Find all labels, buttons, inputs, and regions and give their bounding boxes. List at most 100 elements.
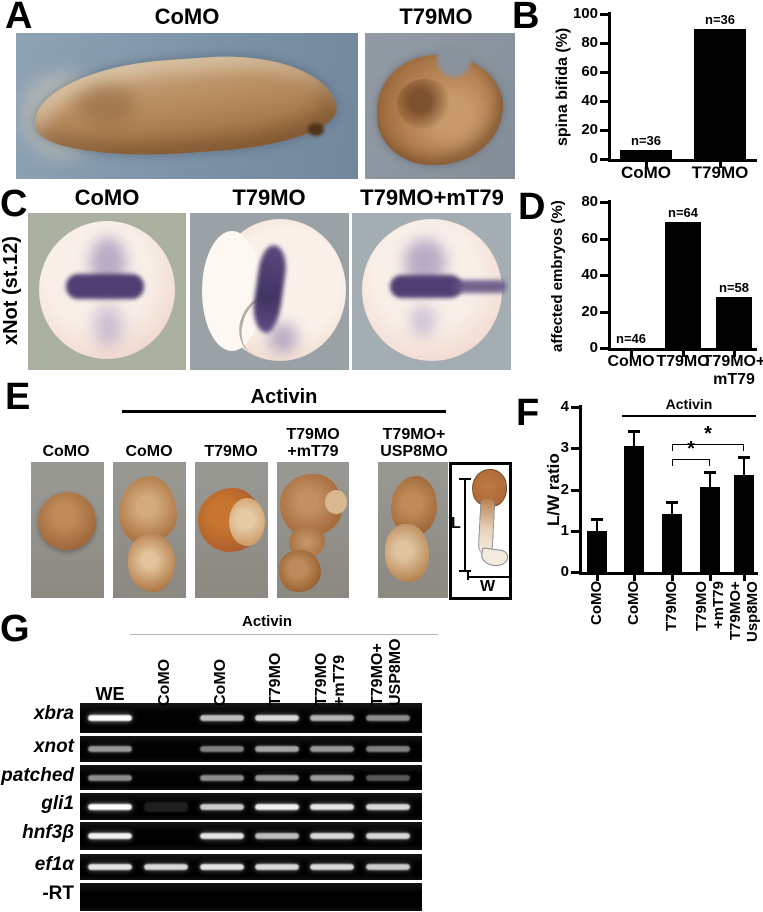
stain-diffuse-lower [268,323,298,353]
panel-c-photo-label: T79MO+mT79 [360,185,504,210]
y-tick-label: 4 [560,398,569,415]
error-bar-cap [704,471,716,475]
gel-band [310,833,354,839]
bar [624,446,644,572]
gel-band [88,833,132,839]
error-bar-cap [666,500,678,504]
error-bar-cap [591,518,603,522]
lane-label: T79MO [267,652,284,706]
treatment-underline-thin [130,634,438,635]
panel-e-photo-label: CoMO [42,443,90,460]
panel-c-side-label: xNot (st.12) [0,236,22,346]
x-tick [632,575,636,581]
n-label: n=46 [616,331,646,346]
panel-g-letter: G [0,608,30,650]
gene-label: gli1 [41,793,74,814]
sig-star: * [687,438,695,460]
y-tick [600,129,608,132]
explant-photo-t79mo [195,462,268,598]
y-tick [571,406,579,409]
bar [665,222,701,348]
gene-label: ef1α [34,854,74,875]
y-tick-label: 0 [560,563,569,580]
panel-e-photo-label: T79MO [204,443,258,460]
bar [700,487,720,572]
gel-band [200,803,244,810]
gel-strip [80,765,422,790]
error-bar-stem [671,501,673,515]
x-tick [708,575,712,581]
panel-e-photo-label: T79MO+ USP8MO [380,426,448,460]
y-tick [571,488,579,492]
sig-bracket [672,459,710,466]
y-axis [579,405,582,575]
y-tick-label: 80 [581,193,598,210]
gel-band [366,774,410,781]
panel-c-letter: C [0,183,28,225]
error-bar-cap [628,429,640,433]
gel-band [88,746,132,752]
panel-e-photo-label: T79MO +mT79 [286,426,340,460]
lane-label: T79MO+ USP8MO [369,638,404,706]
gene-label: xnot [33,736,74,757]
y-tick [600,71,608,74]
y-tick [600,347,608,350]
gel-band [255,833,299,839]
gel-band [200,864,244,870]
panel-e-letter: E [5,376,31,418]
error-bar-stem [633,430,635,447]
gel-band [255,715,299,721]
gel-band [200,833,244,839]
explant-photo-t79mo-mt79 [277,462,349,598]
gel-strip [80,703,422,733]
bar [734,475,754,572]
n-label: n=58 [719,279,749,295]
explant-blob [128,534,175,592]
y-axis-title: L/W ratio [544,453,563,526]
length-measure-line [464,479,466,571]
gel-band [88,803,132,810]
y-tick-label: 2 [560,480,569,498]
x-tick-label: T79MO [691,163,749,182]
y-tick-label: 1 [560,521,569,539]
x-tick-label: T79MO+ Usp8MO [727,581,761,642]
explant-photo-t79mo-usp8mo [378,462,448,598]
x-tick-label: T79MO+ mT79 [702,353,763,388]
embryo-notch [437,41,471,77]
x-tick-label: CoMO [625,581,642,626]
embryo-cleft-lobe [202,231,262,351]
explant-lobe [229,498,265,546]
y-tick-label: 20 [581,121,598,138]
explant-blob [279,550,321,592]
x-axis [608,159,757,162]
y-tick-label: 80 [581,34,598,51]
x-tick [732,351,736,357]
x-axis [608,348,757,351]
length-cap-top [459,478,471,480]
gel-band [144,801,188,812]
gene-label: -RT [42,883,74,904]
y-tick [600,100,608,103]
gel-band [366,833,410,839]
x-tick-label: CoMO [620,163,672,182]
x-tick [742,575,746,581]
x-tick-label: T79MO [656,353,710,370]
error-bar-stem [709,472,711,488]
bar [620,150,672,159]
gel-strip [80,793,422,820]
explant-nub [325,490,347,514]
gel-band [255,803,299,810]
error-bar-cap [738,456,750,460]
error-bar-stem [596,519,598,531]
stain-diffuse-lower [410,305,436,337]
bar [587,530,607,572]
gel-band [88,864,132,870]
treatment-line [622,415,756,417]
y-tick [600,310,608,314]
panel-a-letter: A [5,0,33,37]
n-label: n=64 [668,205,698,221]
y-axis-title: affected embryos (%) [549,200,566,352]
x-tick-label: CoMO [588,581,605,626]
embryo-tailbud [308,123,324,136]
